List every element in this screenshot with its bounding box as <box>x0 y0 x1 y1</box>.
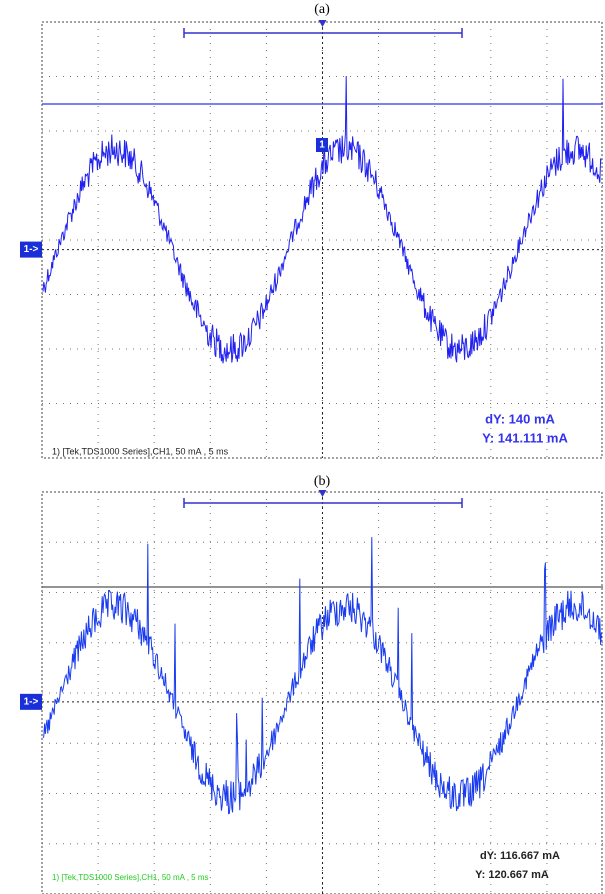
scope-panel: (b) 1-> dY: 116.667 mA Y: 120.667 mA 1) [Tek… <box>20 474 603 894</box>
channel-marker: 1-> <box>24 696 39 707</box>
panel-label: (a) <box>314 2 330 17</box>
readout-y: Y: 120.667 mA <box>475 869 549 881</box>
cursor-marker: 1 <box>319 140 325 151</box>
readout-dy: dY: 116.667 mA <box>480 850 560 862</box>
channel-marker: 1-> <box>24 244 39 255</box>
footer: 1) [Tek,TDS1000 Series],CH1, 50 mA , 5 m… <box>52 446 229 456</box>
readout-y: Y: 141.111 mA <box>482 430 568 445</box>
scope-panel: (a) 1-> 1 dY: 140 mA Y: 141.111 mA 1) [Tek,TD… <box>20 2 603 458</box>
footer: 1) [Tek,TDS1000 Series],CH1, 50 mA , 5 m… <box>52 873 209 882</box>
readout-dy: dY: 140 mA <box>485 411 555 426</box>
figure: (a) 1-> 1 dY: 140 mA Y: 141.111 mA 1) [Tek,TD… <box>0 0 605 894</box>
panel-label: (b) <box>314 474 331 489</box>
